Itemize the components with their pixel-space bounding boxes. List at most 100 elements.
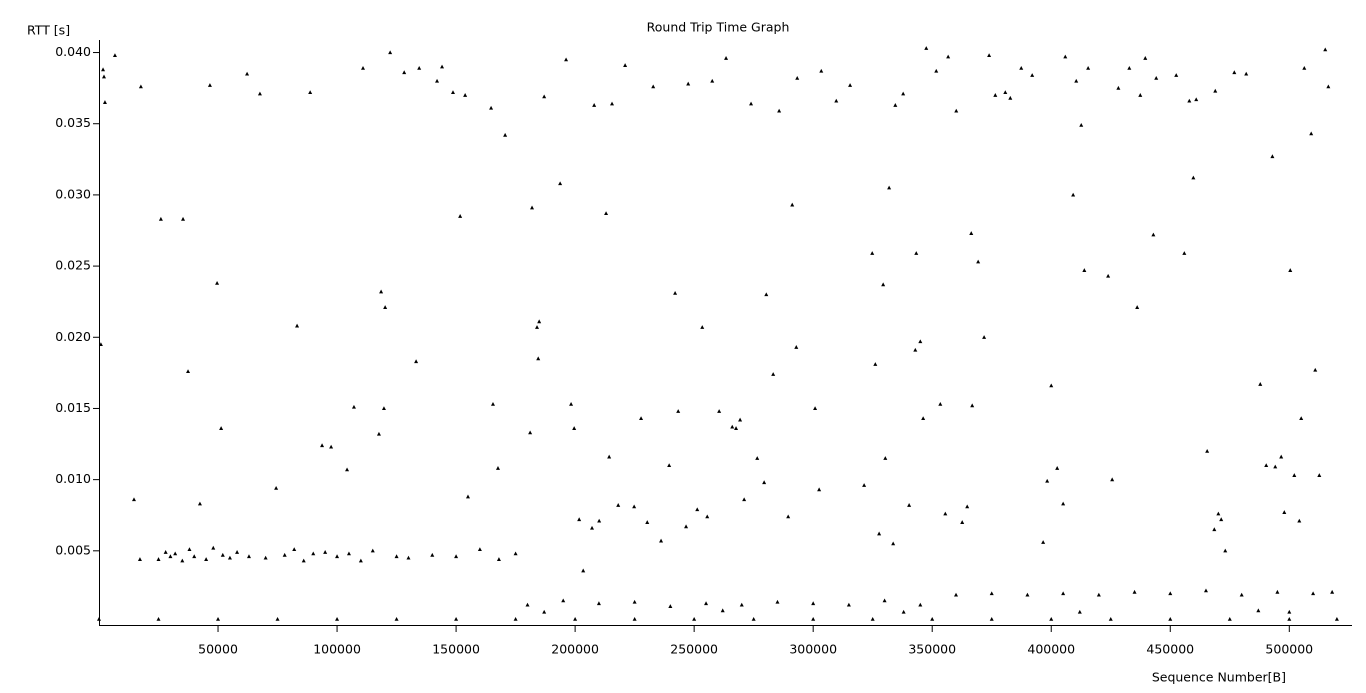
data-point [742,497,747,502]
data-point [581,568,586,573]
data-point [569,401,574,406]
data-point [993,93,998,97]
data-point [180,558,185,563]
data-point [542,609,547,614]
x-tick-label: 150000 [432,642,480,657]
data-point [930,616,935,621]
y-tick-label: 0.030 [55,186,91,201]
data-point [901,609,906,614]
data-point [686,81,691,86]
x-tick-label: 100000 [313,642,361,657]
data-point [1135,305,1140,309]
data-point [848,83,853,87]
data-point [535,325,540,329]
y-tick-label: 0.025 [55,258,91,273]
data-point [704,601,709,606]
data-point [245,71,250,76]
data-point [282,552,287,557]
data-point [1317,473,1322,477]
y-tick-label: 0.010 [55,471,91,486]
data-point [495,466,500,470]
data-point [1203,588,1208,593]
data-point [604,211,609,216]
data-point [790,202,795,207]
data-point [1074,78,1079,83]
data-point [430,552,435,557]
data-point [907,503,912,507]
x-tick-label: 450000 [1146,642,1194,657]
data-point [1079,122,1084,127]
data-point [738,417,743,422]
data-point [1061,591,1066,596]
data-point [1168,616,1173,621]
data-point [1213,88,1218,93]
data-point [943,511,948,516]
data-point [954,592,959,597]
data-point [590,525,595,530]
data-point [632,504,637,509]
data-point [463,93,468,97]
data-point [528,430,533,435]
data-point [970,403,975,408]
data-point [1288,268,1293,272]
data-point [775,599,780,604]
data-point [204,557,209,561]
data-point [414,359,419,364]
data-point [138,84,143,89]
data-point [542,94,547,99]
data-point [186,369,191,374]
data-point [235,550,240,554]
data-point [1287,609,1292,614]
data-point [181,216,186,221]
data-point [913,347,918,352]
data-point [292,547,297,551]
data-point [1256,608,1261,613]
data-point [596,601,601,606]
data-point [739,602,744,607]
data-point [320,443,325,448]
data-point [489,105,494,110]
data-point [207,83,212,87]
data-point [811,616,816,621]
data-point [1063,54,1068,59]
data-point [918,339,923,344]
data-point [376,431,381,436]
data-point [989,591,994,596]
data-point [192,554,197,559]
data-point [1008,95,1013,100]
data-point [1106,273,1111,278]
data-point [623,63,628,67]
data-point [435,78,440,83]
data-point [358,558,363,563]
x-tick-label: 400000 [1027,642,1075,657]
data-point [1127,66,1132,70]
data-point [394,554,399,559]
data-point [887,185,892,190]
data-point [592,103,597,107]
data-point [914,251,919,255]
data-point [632,599,637,604]
data-point [454,616,459,621]
data-point [1049,616,1054,621]
data-point [1055,466,1060,470]
data-point [1003,90,1008,95]
data-point [450,90,455,95]
data-point [1082,268,1087,272]
data-point [1239,592,1244,597]
data-point [651,84,656,89]
data-point [301,558,306,563]
data-point [1143,56,1148,60]
data-point [751,616,756,621]
data-point [227,555,232,560]
data-point [659,538,664,543]
x-tick-label: 50000 [198,642,238,657]
y-tick-label: 0.020 [55,329,91,344]
data-point [275,616,280,621]
data-point [960,520,965,524]
data-point [477,547,482,551]
data-point [440,64,445,69]
data-point [1270,154,1275,159]
data-point [1071,192,1076,197]
data-point [987,53,992,57]
data-point [97,616,101,621]
